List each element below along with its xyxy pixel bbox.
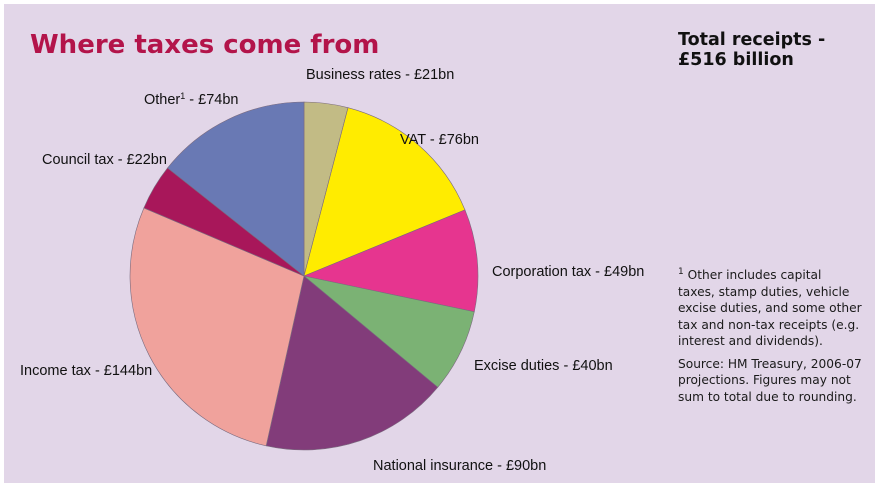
pie-slice-4 <box>265 275 439 451</box>
slice-label-other-main: Other <box>144 92 180 108</box>
footnote-note-text: Other includes capital taxes, stamp duti… <box>678 268 862 349</box>
footnote-marker: 1 <box>678 267 684 277</box>
slice-label-corporation-tax: Corporation tax - £49bn <box>492 264 644 280</box>
pie-slice-7 <box>167 101 305 277</box>
pie-labels: Business rates - £21bn VAT - £76bn Corpo… <box>20 67 644 474</box>
slice-label-excise-duties: Excise duties - £40bn <box>474 358 613 374</box>
slice-label-other: Other1 - £74bn <box>144 91 239 108</box>
slice-label-other-sup: 1 <box>180 91 185 101</box>
slice-label-business-rates: Business rates - £21bn <box>306 67 454 83</box>
total-receipts: Total receipts - £516 billion <box>678 30 825 70</box>
slice-label-income-tax: Income tax - £144bn <box>20 363 152 379</box>
pie-slice-5 <box>129 207 305 447</box>
footnote: 1 Other includes capital taxes, stamp du… <box>678 264 862 411</box>
pie-slices <box>129 101 479 451</box>
pie-slice-1 <box>303 107 466 277</box>
slice-label-other-rest: - £74bn <box>185 92 238 108</box>
slice-label-vat: VAT - £76bn <box>400 132 479 148</box>
footnote-source: Source: HM Treasury, 2006-07 projections… <box>678 356 862 404</box>
slice-label-national-insurance: National insurance - £90bn <box>373 458 546 474</box>
total-line-1: Total receipts - <box>678 30 826 50</box>
chart-title: Where taxes come from <box>30 30 380 60</box>
total-line-2: £516 billion <box>678 50 794 70</box>
footnote-note: 1 Other includes capital taxes, stamp du… <box>678 264 862 350</box>
pie-slice-2 <box>302 209 479 313</box>
slice-label-council-tax: Council tax - £22bn <box>42 152 167 168</box>
